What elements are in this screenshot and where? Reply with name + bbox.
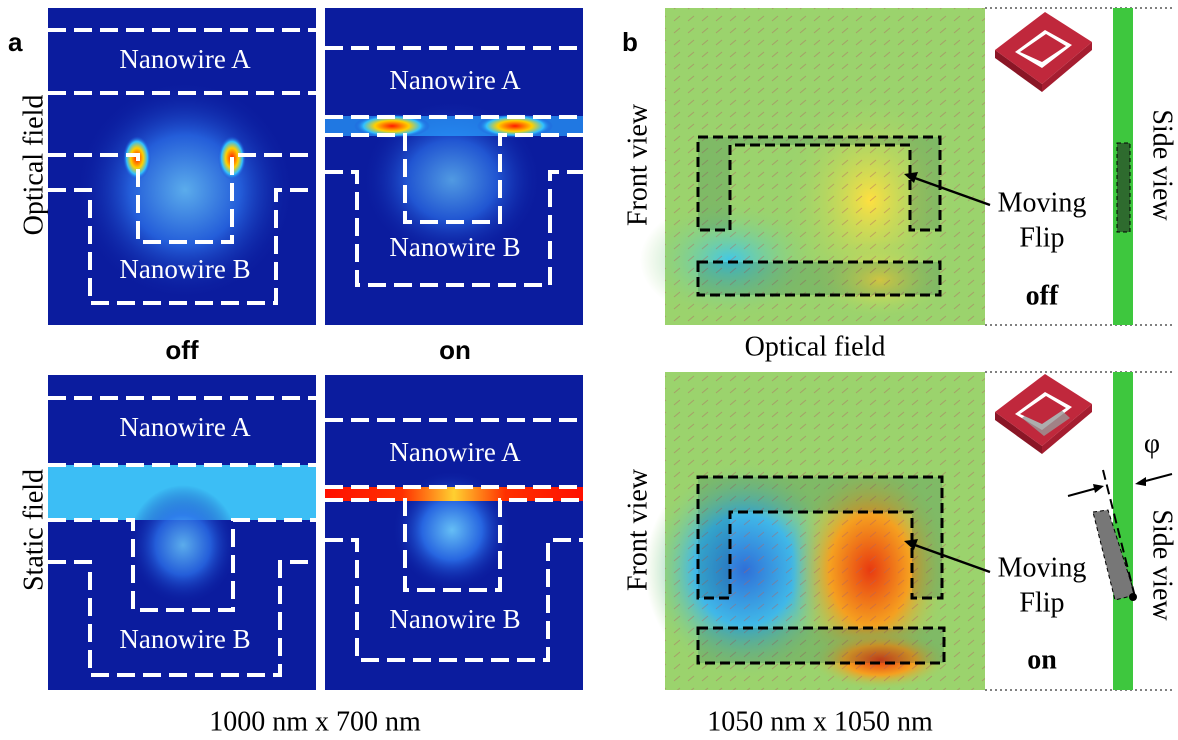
field-map: Nanowire A Nanowire B (325, 8, 583, 325)
column-label: off (165, 335, 199, 365)
annotation: Flip (1019, 587, 1064, 618)
panel-label: a (8, 27, 23, 57)
annotation: Moving (998, 552, 1087, 583)
caption: 1050 nm x 1050 nm (707, 706, 933, 737)
row-label: Static field (18, 469, 49, 591)
front-view-map (645, 372, 985, 690)
field-map: Nanowire A Nanowire B (48, 8, 316, 325)
view-label: Side view (1147, 509, 1178, 621)
row-label: Optical field (18, 95, 49, 236)
shape (1117, 143, 1130, 232)
annotation: Flip (1019, 222, 1064, 253)
shape (698, 262, 940, 295)
view-label: Front view (622, 468, 653, 591)
state-label: off (1026, 280, 1059, 311)
map-label: Nanowire A (389, 437, 521, 467)
map-label: Nanowire B (119, 624, 250, 654)
caption: 1000 nm x 700 nm (209, 706, 421, 737)
annotation: Moving (998, 187, 1087, 218)
row-caption: Optical field (745, 331, 886, 362)
page: {"panel_a": {"label": "a", "row_labels":… (0, 0, 1178, 740)
panel-label: b (622, 27, 638, 57)
device-icon (995, 374, 1092, 454)
device-icon (995, 12, 1092, 92)
shape (698, 628, 944, 663)
angle-label: φ (1144, 428, 1160, 459)
map-label: Nanowire B (389, 232, 520, 262)
shape (1129, 593, 1137, 601)
field-map: Nanowire A Nanowire B (325, 375, 583, 690)
map-label: Nanowire A (119, 412, 251, 442)
front-view-map (640, 8, 985, 325)
column-label: on (439, 335, 471, 365)
map-label: Nanowire B (119, 254, 250, 284)
map-label: Nanowire A (389, 65, 521, 95)
shape (128, 485, 238, 605)
map-label: Nanowire B (389, 604, 520, 634)
shape (1135, 477, 1146, 486)
shape (1113, 372, 1133, 690)
view-label: Side view (1147, 109, 1178, 221)
shape (1093, 484, 1104, 493)
field-map: Nanowire A Nanowire B (48, 375, 316, 690)
map-label: Nanowire A (119, 44, 251, 74)
state-label: on (1027, 644, 1057, 675)
figure: a Optical field Static field off on Nano… (0, 0, 1178, 740)
view-label: Front view (622, 103, 653, 226)
